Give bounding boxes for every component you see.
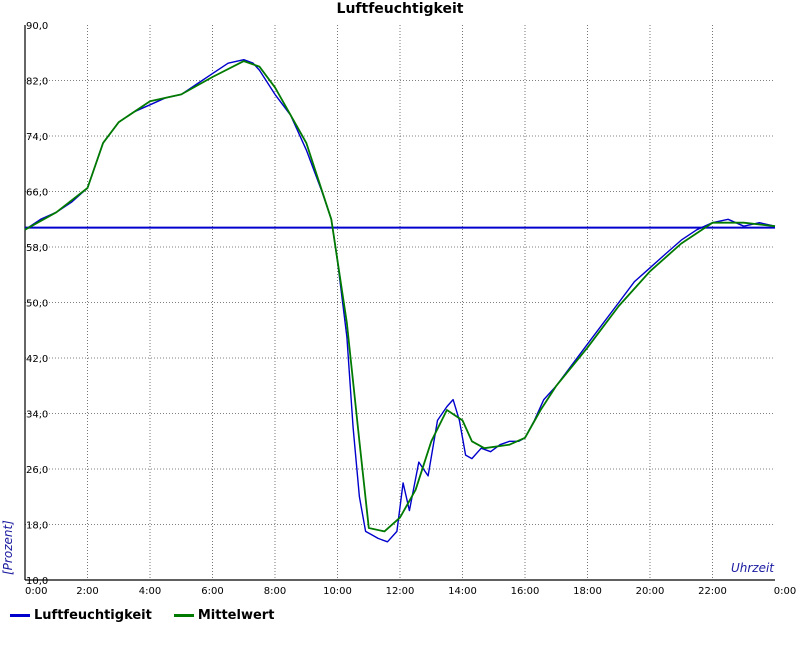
legend-swatch-luftfeuchtigkeit: [10, 614, 30, 617]
chart-title: Luftfeuchtigkeit: [337, 1, 464, 17]
y-tick-label: 42,0: [26, 354, 48, 365]
legend: Luftfeuchtigkeit Mittelwert: [10, 608, 274, 623]
x-tick-label: 0:00: [774, 586, 796, 597]
y-axis-label: [Prozent]: [1, 520, 15, 575]
x-tick-labels: 0:00 2:00 4:00 6:00 8:00 10:00 12:00 14:00 16:00…: [25, 586, 796, 597]
x-tick-label: 16:00: [511, 586, 540, 597]
x-tick-label: 12:00: [386, 586, 415, 597]
x-tick-label: 22:00: [698, 586, 727, 597]
y-tick-label: 50,0: [26, 299, 48, 310]
x-tick-label: 6:00: [201, 586, 223, 597]
series-layer: [24, 59, 776, 543]
y-tick-label: 74,0: [26, 132, 48, 143]
legend-item-mittelwert: Mittelwert: [173, 608, 275, 623]
axes: [24, 25, 775, 581]
y-tick-label: 58,0: [26, 243, 48, 254]
y-tick-label: 18,0: [26, 521, 48, 532]
legend-item-luftfeuchtigkeit: Luftfeuchtigkeit: [10, 608, 152, 623]
x-tick-label: 2:00: [76, 586, 98, 597]
y-tick-label: 10,0: [26, 576, 48, 587]
x-tick-label: 18:00: [573, 586, 602, 597]
x-tick-label: 8:00: [264, 586, 286, 597]
x-axis-label: Uhrzeit: [731, 561, 775, 575]
y-tick-label: 82,0: [26, 77, 48, 88]
x-tick-label: 10:00: [323, 586, 352, 597]
legend-label-mittelwert: Mittelwert: [197, 608, 275, 623]
legend-label-luftfeuchtigkeit: Luftfeuchtigkeit: [34, 608, 152, 623]
grid: [25, 25, 775, 580]
y-tick-label: 34,0: [26, 410, 48, 421]
y-tick-label: 90,0: [26, 21, 48, 32]
x-tick-label: 4:00: [139, 586, 161, 597]
x-tick-label: 20:00: [636, 586, 665, 597]
x-tick-label: 0:00: [25, 586, 47, 597]
y-tick-labels: 10,0 18,0 26,0 34,0 42,0 50,0 58,0 66,0 74,0 82,0…: [26, 21, 48, 587]
y-tick-label: 66,0: [26, 188, 48, 199]
y-tick-label: 26,0: [26, 465, 48, 476]
series-line-mittelwert: [24, 60, 776, 533]
x-tick-label: 14:00: [448, 586, 477, 597]
legend-swatch-mittelwert: [173, 614, 194, 617]
